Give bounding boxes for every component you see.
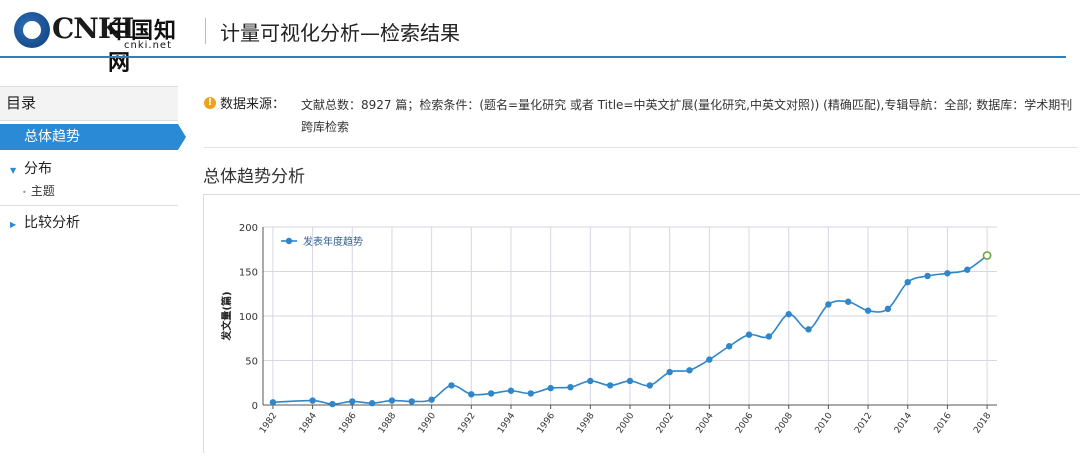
data-point bbox=[587, 377, 594, 385]
legend-marker bbox=[285, 237, 293, 245]
y-tick-label: 150 bbox=[239, 268, 258, 279]
x-tick-label: 1998 bbox=[575, 411, 596, 436]
x-tick-label: 2012 bbox=[853, 411, 874, 435]
data-point bbox=[845, 298, 852, 305]
data-point bbox=[686, 367, 693, 374]
x-tick-label: 2000 bbox=[615, 411, 636, 436]
data-point bbox=[646, 382, 654, 389]
data-point bbox=[884, 305, 892, 313]
y-tick-label: 0 bbox=[252, 401, 258, 412]
y-tick-label: 100 bbox=[239, 312, 258, 323]
data-point bbox=[745, 331, 753, 338]
data-point bbox=[606, 382, 614, 389]
caret-down-icon: ▼ bbox=[10, 166, 17, 175]
data-point bbox=[785, 311, 792, 318]
data-point bbox=[388, 397, 396, 404]
cnki-logo[interactable]: CNKI 中国知网 cnki.net bbox=[14, 12, 189, 76]
x-tick-label: 2008 bbox=[774, 411, 795, 436]
data-point bbox=[765, 333, 773, 340]
y-tick-label: 200 bbox=[239, 223, 258, 234]
data-point bbox=[269, 399, 277, 406]
x-tick-label: 1992 bbox=[456, 411, 477, 435]
data-point bbox=[487, 390, 495, 397]
caret-right-icon: ▶ bbox=[10, 220, 17, 229]
data-point bbox=[468, 391, 475, 398]
data-source-label: 数据来源： bbox=[220, 97, 286, 112]
toc-item-overall-trend[interactable]: 总体趋势 bbox=[0, 124, 186, 150]
data-point bbox=[368, 400, 376, 407]
toc-item-distribution[interactable]: ▼ 分布 bbox=[0, 156, 178, 182]
toc-divider bbox=[0, 205, 178, 206]
data-point bbox=[805, 326, 812, 333]
header-underline bbox=[0, 56, 1066, 58]
divider bbox=[204, 147, 1078, 148]
section-title: 总体趋势分析 bbox=[203, 167, 305, 187]
toc-item-label: 分布 bbox=[24, 161, 52, 177]
cnki-logo-text: CNKI bbox=[52, 12, 134, 45]
data-point bbox=[825, 301, 832, 308]
data-point bbox=[428, 396, 435, 403]
data-point bbox=[507, 387, 515, 394]
data-point bbox=[309, 397, 316, 404]
x-tick-label: 1984 bbox=[298, 411, 319, 436]
x-tick-label: 2018 bbox=[972, 411, 993, 436]
data-point bbox=[924, 272, 931, 280]
page-title: 计量可视化分析—检索结果 bbox=[220, 21, 460, 45]
y-axis-label: 发文量(篇) bbox=[220, 291, 233, 341]
data-point bbox=[626, 377, 634, 385]
y-tick-label: 50 bbox=[245, 357, 258, 368]
header: CNKI 中国知网 cnki.net 计量可视化分析—检索结果 bbox=[0, 0, 1080, 76]
toc-sidebar: 目录 总体趋势 ▼ 分布 • 主题 ▶ 比较分析 bbox=[0, 86, 186, 236]
x-tick-label: 1996 bbox=[536, 411, 557, 436]
header-divider bbox=[205, 18, 206, 44]
x-tick-label: 2016 bbox=[933, 411, 954, 436]
data-point bbox=[329, 400, 336, 408]
data-point bbox=[864, 307, 872, 314]
x-tick-label: 1988 bbox=[377, 411, 398, 436]
data-point bbox=[527, 390, 535, 397]
data-point bbox=[982, 251, 992, 260]
data-point bbox=[547, 384, 554, 392]
toc-item-comparison[interactable]: ▶ 比较分析 bbox=[0, 210, 178, 236]
x-tick-label: 1990 bbox=[417, 411, 438, 436]
trend-chart: 0 50 100 150 200 1982 1984 1986 1988 1990 1992 1994… bbox=[220, 223, 997, 436]
x-tick-label: 2004 bbox=[694, 411, 715, 436]
cnki-logo-url: cnki.net bbox=[124, 40, 172, 51]
x-tick-label: 1986 bbox=[337, 411, 358, 436]
x-tick-label: 1982 bbox=[258, 411, 279, 435]
cnki-logo-mark bbox=[14, 12, 50, 48]
data-point bbox=[706, 356, 713, 363]
x-tick-label: 2002 bbox=[655, 411, 676, 435]
x-tick-label: 2010 bbox=[814, 411, 835, 436]
toc-subitem-topic[interactable]: • 主题 bbox=[0, 182, 178, 200]
data-point bbox=[666, 368, 673, 376]
toc-subitem-label: 主题 bbox=[30, 184, 55, 198]
data-point bbox=[725, 343, 733, 350]
bullet-icon: • bbox=[22, 188, 27, 197]
data-point bbox=[408, 398, 415, 405]
x-tick-label: 2014 bbox=[893, 411, 914, 436]
toc-title: 目录 bbox=[0, 86, 178, 121]
data-source-text: 文献总数：8927 篇；检索条件：(题名=量化研究 或者 Title=中英文扩展… bbox=[301, 98, 1073, 134]
legend-label: 发表年度趋势 bbox=[303, 235, 363, 248]
info-icon: ! bbox=[204, 97, 216, 109]
x-tick-label: 1994 bbox=[496, 411, 517, 436]
toc-item-label: 比较分析 bbox=[24, 215, 80, 231]
data-point bbox=[448, 382, 455, 389]
data-point bbox=[944, 270, 951, 277]
data-point bbox=[567, 384, 574, 391]
data-point bbox=[904, 278, 911, 286]
data-point bbox=[349, 398, 356, 405]
data-point bbox=[964, 266, 971, 273]
trend-chart-panel: 0 50 100 150 200 1982 1984 1986 1988 1990 1992 1994… bbox=[203, 194, 1080, 453]
x-tick-label: 2006 bbox=[734, 411, 755, 436]
